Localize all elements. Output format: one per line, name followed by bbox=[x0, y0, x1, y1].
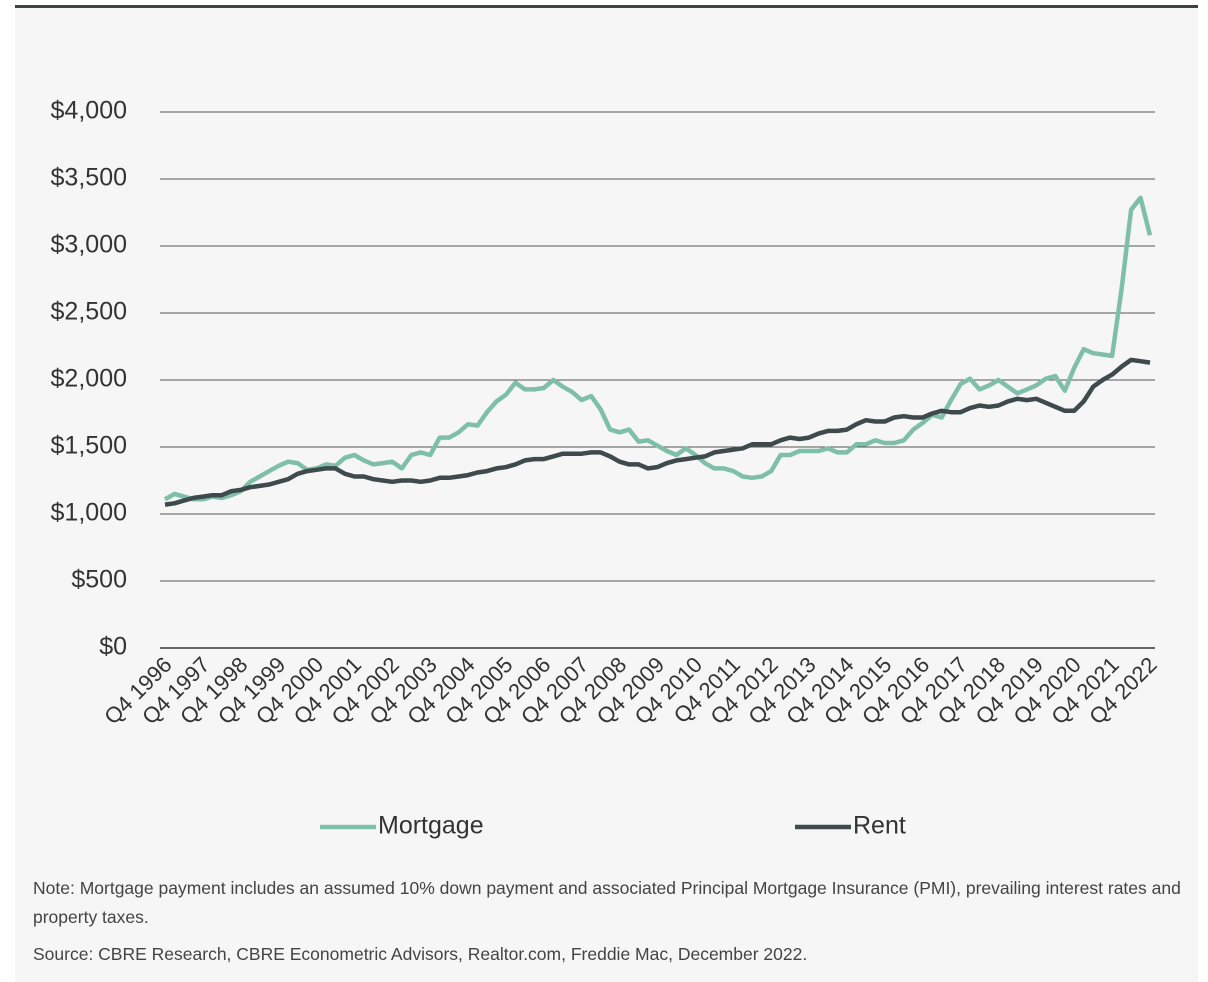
y-tick-label: $4,000 bbox=[51, 97, 127, 125]
y-tick-label: $3,000 bbox=[51, 231, 127, 259]
series-line bbox=[164, 357, 1151, 507]
y-tick-label: $500 bbox=[71, 566, 127, 594]
legend-label: Rent bbox=[853, 812, 906, 840]
legend-label: Mortgage bbox=[378, 812, 484, 840]
y-tick-label: $2,500 bbox=[51, 298, 127, 326]
y-tick-label: $1,500 bbox=[51, 432, 127, 460]
y-tick-label: $2,000 bbox=[51, 365, 127, 393]
top-rule bbox=[15, 5, 1198, 8]
chart: $0 $500 $1,000 $1,500 $2,000 $2,500 $3,000 $3,5… bbox=[51, 97, 1162, 840]
series-line bbox=[163, 195, 1153, 502]
y-tick-label: $0 bbox=[99, 633, 127, 661]
y-tick-label: $3,500 bbox=[51, 164, 127, 192]
y-tick-label: $1,000 bbox=[51, 499, 127, 527]
source: Source: CBRE Research, CBRE Econometric … bbox=[33, 944, 808, 964]
note: Note: Mortgage payment includes an assum… bbox=[33, 878, 1181, 927]
